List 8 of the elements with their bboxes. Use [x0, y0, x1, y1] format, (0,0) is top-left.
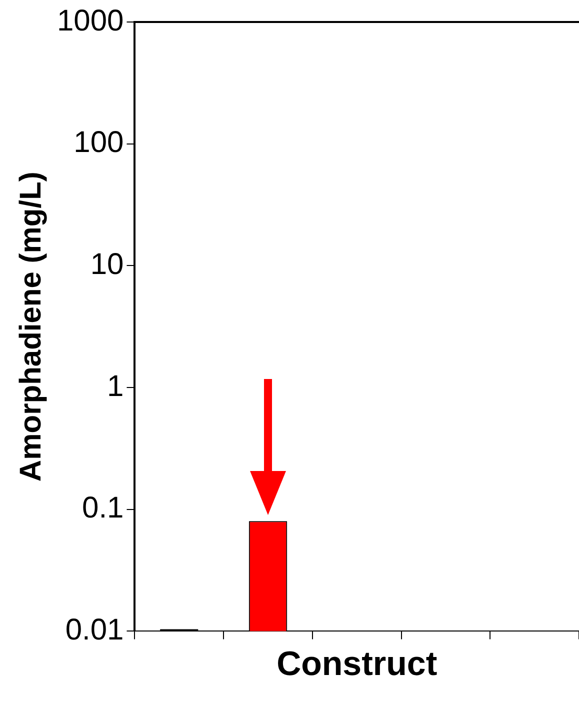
y-tick-label: 0.1 [82, 492, 124, 525]
y-tick-label: 0.01 [65, 613, 124, 646]
y-axis-title: Amorphadiene (mg/L) [14, 172, 48, 482]
y-tick-label: 100 [74, 126, 124, 160]
y-tick-label: 1000 [56, 4, 124, 38]
y-tick-label: 10 [90, 248, 124, 281]
y-tick-label: 1 [107, 370, 124, 403]
x-axis-title: Construct [276, 644, 438, 683]
